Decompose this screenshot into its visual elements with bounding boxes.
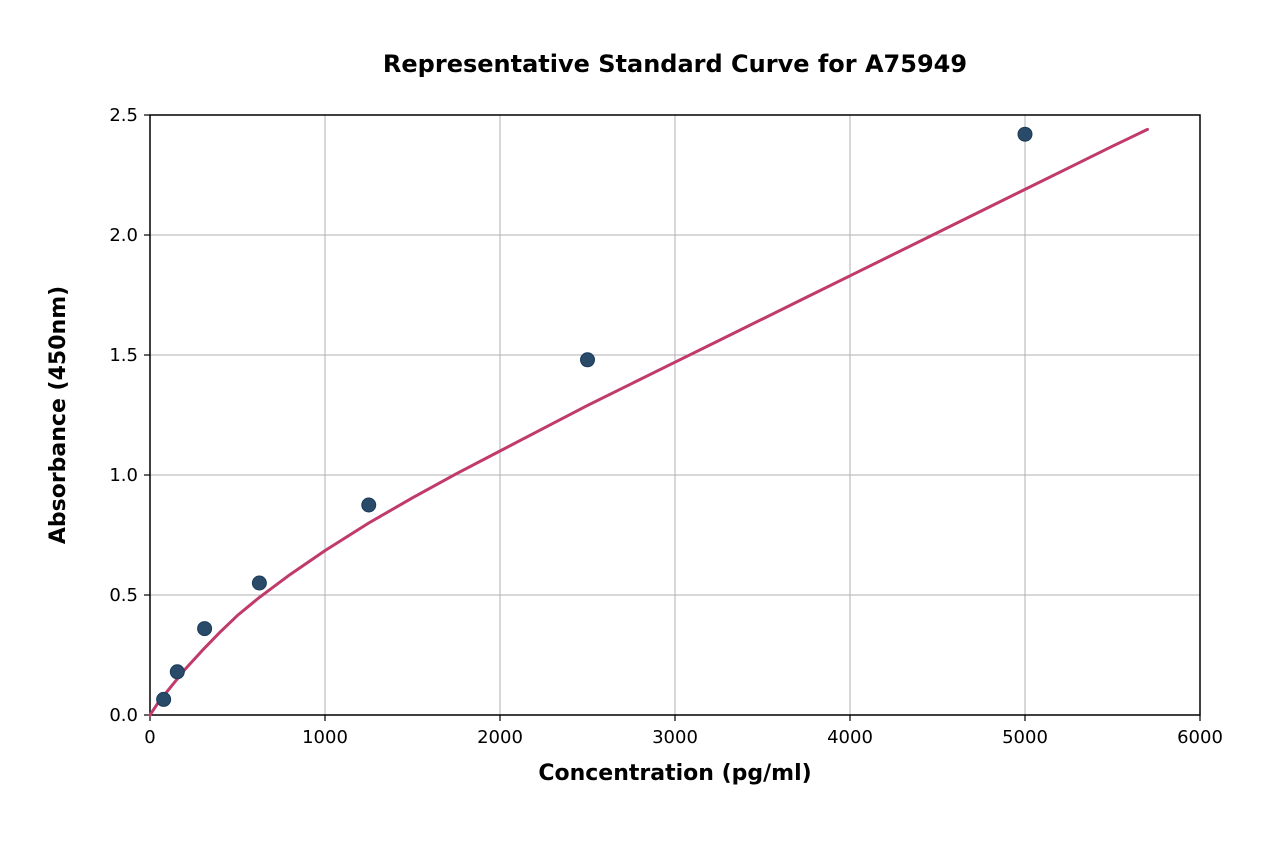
y-tick-label: 2.0 (109, 225, 138, 246)
chart-container: 0 1000 2000 3000 4000 5000 6000 0.0 0.5 1.0 1.5 2.0… (0, 0, 1280, 845)
x-tick-label: 0 (144, 727, 155, 748)
y-tick-label: 2.5 (109, 105, 138, 126)
chart-title: Representative Standard Curve for A75949 (383, 50, 967, 78)
chart-background (0, 0, 1280, 845)
data-point (198, 622, 212, 636)
data-point (157, 692, 171, 706)
x-tick-label: 1000 (302, 727, 348, 748)
x-tick-label: 4000 (827, 727, 873, 748)
x-tick-label: 3000 (652, 727, 698, 748)
data-point (1018, 127, 1032, 141)
data-point (362, 498, 376, 512)
y-axis-label: Absorbance (450nm) (46, 286, 71, 544)
x-axis-label: Concentration (pg/ml) (538, 761, 811, 786)
x-tick-label: 5000 (1002, 727, 1048, 748)
standard-curve-chart: 0 1000 2000 3000 4000 5000 6000 0.0 0.5 1.0 1.5 2.0… (0, 0, 1280, 845)
y-tick-label: 1.0 (109, 465, 138, 486)
y-tick-label: 1.5 (109, 345, 138, 366)
data-point (252, 576, 266, 590)
data-point (170, 665, 184, 679)
x-tick-label: 2000 (477, 727, 523, 748)
x-tick-label: 6000 (1177, 727, 1223, 748)
y-tick-label: 0.0 (109, 705, 138, 726)
y-tick-label: 0.5 (109, 585, 138, 606)
data-point (581, 353, 595, 367)
